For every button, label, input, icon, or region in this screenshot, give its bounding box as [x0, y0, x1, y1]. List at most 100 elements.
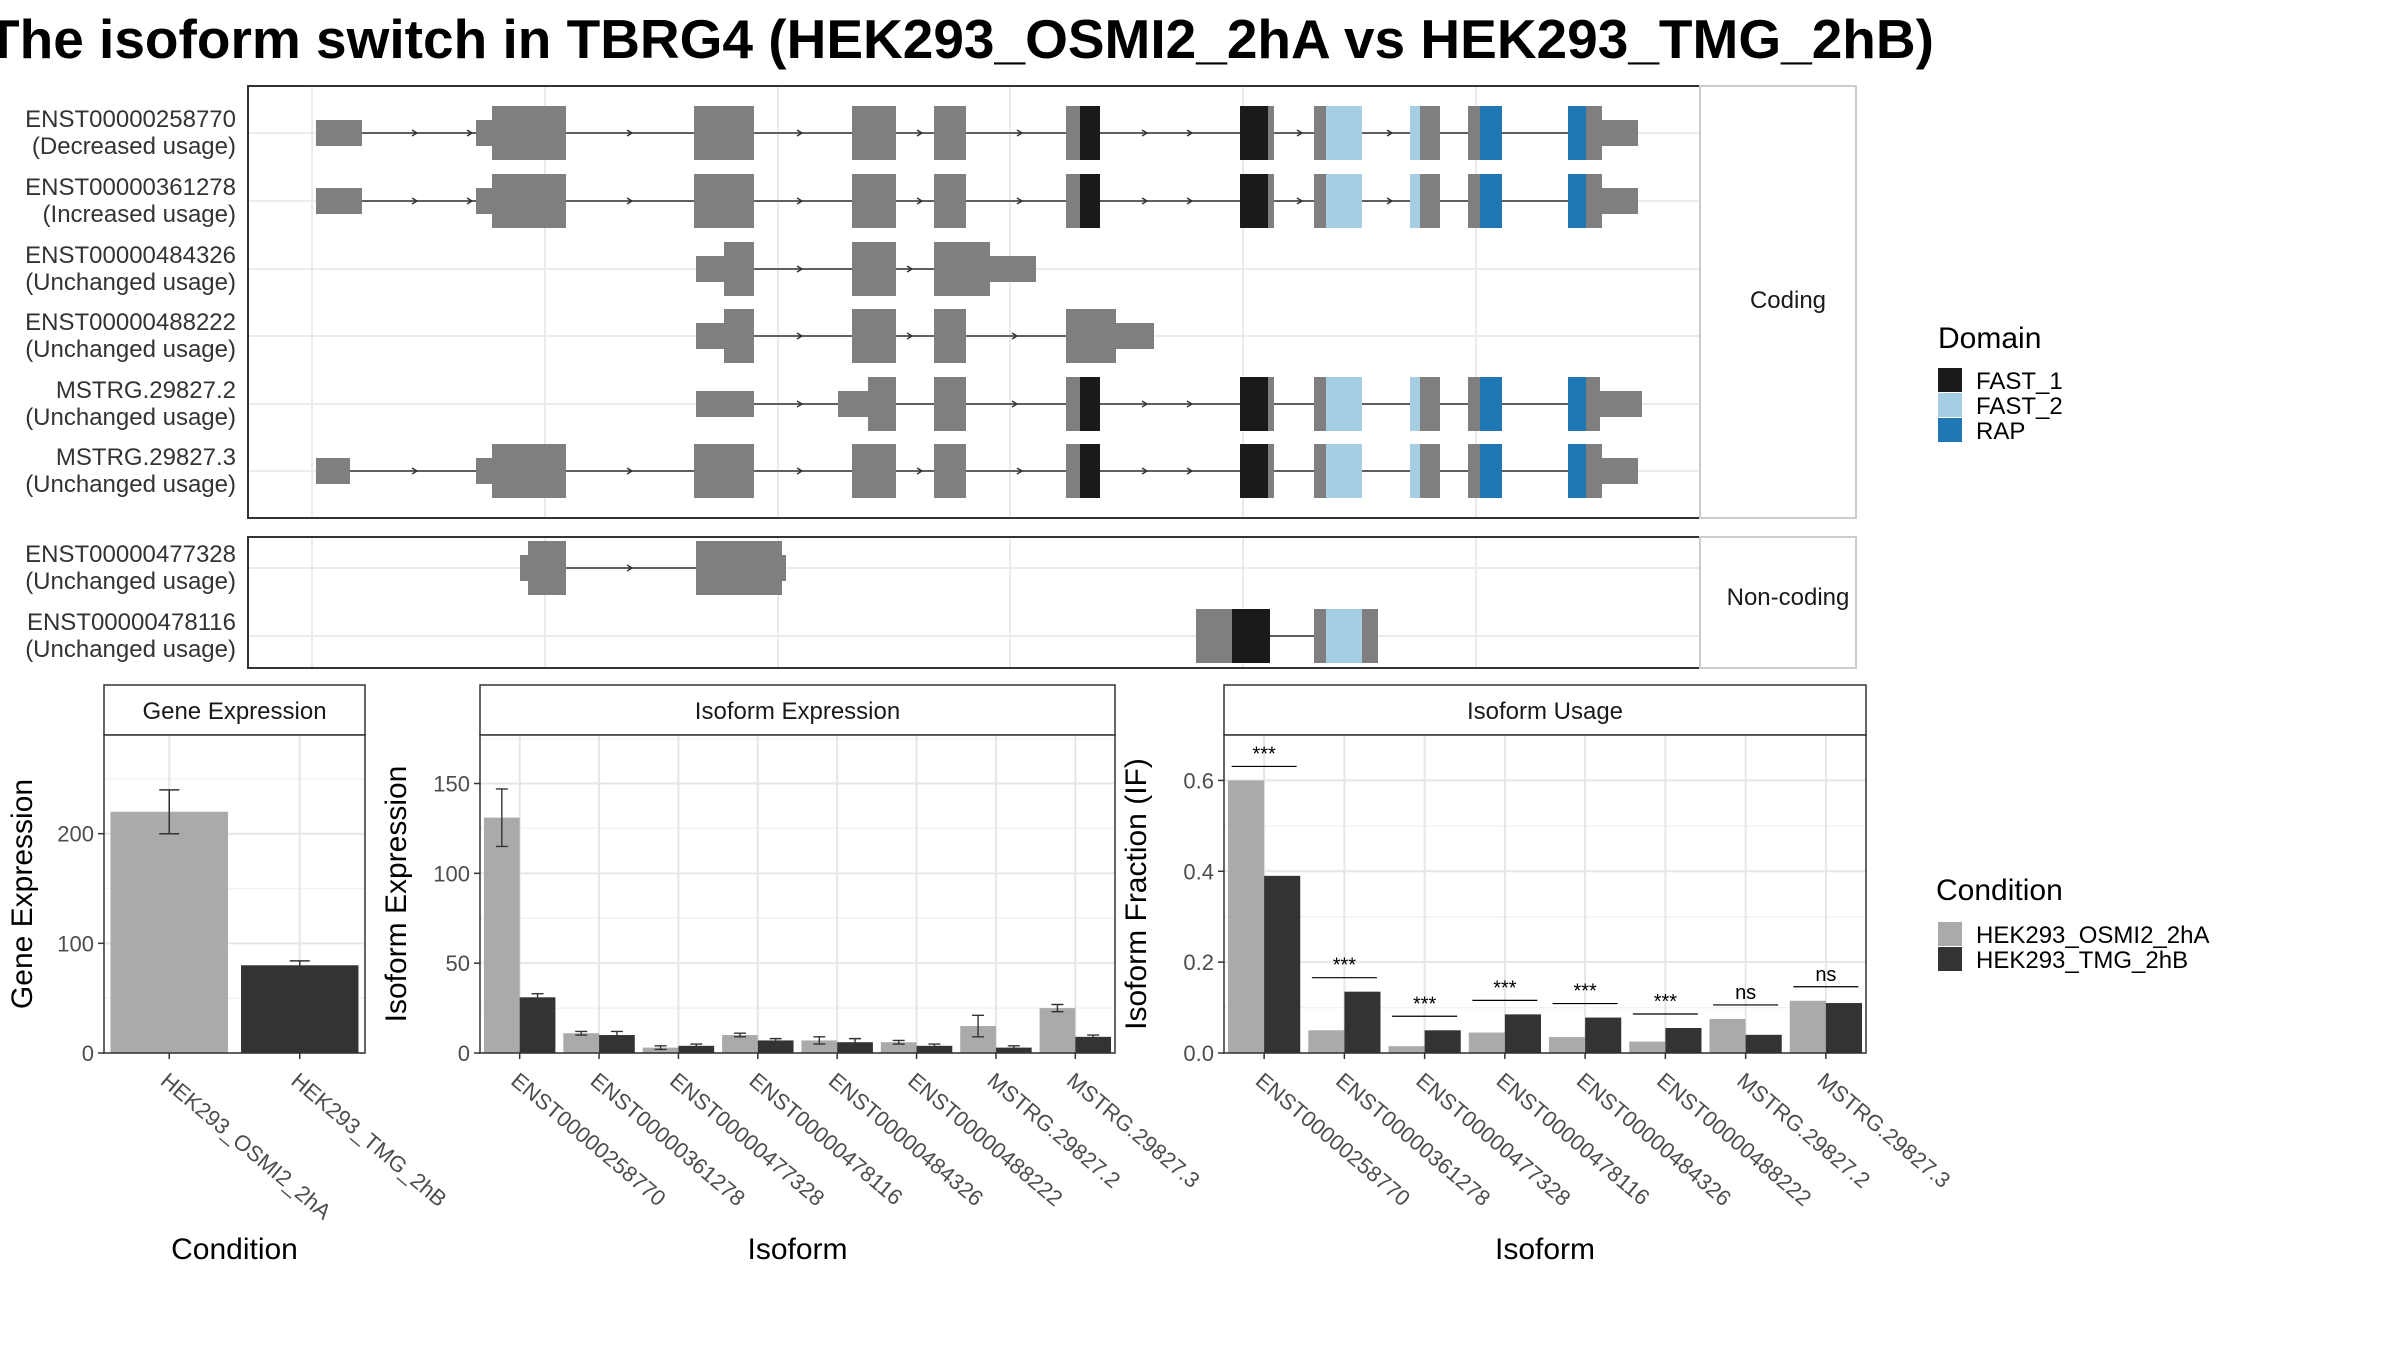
strand-arrow [796, 197, 804, 205]
exon [1314, 444, 1326, 498]
bar-HEK293_OSMI2_2hA-ENST00000478116 [722, 1035, 758, 1053]
bar-HEK293_OSMI2_2hA-ENST00000477328 [642, 1047, 679, 1053]
plot-border [479, 734, 1116, 1054]
y-tick-label: 100 [433, 861, 470, 886]
y-axis-title: Gene Expression [6, 779, 39, 1009]
exon [694, 444, 754, 498]
exon [1066, 309, 1116, 363]
error-bar [813, 1036, 826, 1045]
strand-arrow [1141, 129, 1149, 137]
y-tick-label: 0.6 [1183, 768, 1214, 793]
transcript-usage-label: (Unchanged usage) [25, 404, 236, 431]
exon [1196, 609, 1232, 663]
exon [1066, 444, 1080, 498]
strand-arrow [906, 332, 914, 340]
rap-domain [1480, 174, 1502, 228]
y-tick-label: 150 [433, 772, 470, 797]
error-bar [849, 1037, 862, 1047]
bar-HEK293_OSMI2_2hA-ENST00000477328 [1388, 1046, 1425, 1053]
significance-label: *** [1493, 977, 1517, 999]
exon [1602, 458, 1638, 484]
exon [476, 458, 492, 484]
y-tick-label: 0.0 [1183, 1041, 1214, 1066]
error-bar [654, 1045, 667, 1051]
facet-title: Isoform Expression [695, 698, 900, 725]
bar-HEK293_TMG_2hB-ENST00000478116 [757, 1040, 794, 1053]
exon [1420, 444, 1440, 498]
exon [696, 323, 724, 349]
exon [1420, 106, 1440, 160]
exon [1066, 377, 1080, 431]
fast2-domain [1326, 444, 1362, 498]
y-tick-label: 50 [446, 951, 470, 976]
transcript-id-label: ENST00000484326 [25, 242, 236, 269]
rap-domain [1480, 444, 1502, 498]
facet-strip [103, 684, 366, 736]
domain-legend: Domain FAST_1 FAST_2 RAP [1938, 322, 2063, 445]
transcript-usage-label: (Unchanged usage) [25, 568, 236, 595]
fast2-domain [1410, 106, 1420, 160]
bar-HEK293_TMG_2hB-ENST00000484326 [837, 1042, 873, 1053]
bar-HEK293_TMG_2hB-ENST00000361278 [599, 1035, 635, 1053]
exon [1586, 377, 1600, 431]
bar-HEK293_OSMI2_2hA-MSTRG.29827.2 [1709, 1018, 1746, 1053]
rap-domain [1568, 106, 1586, 160]
exon [1600, 391, 1642, 417]
strand-arrow [916, 129, 924, 137]
condition-b-legend-key [1938, 947, 1962, 971]
transcript-id-label: MSTRG.29827.2 [56, 377, 236, 404]
strand-arrow [1296, 129, 1304, 137]
bar-HEK293_TMG_2hB [241, 965, 359, 1053]
x-tick-label: MSTRG.29827.2 [1732, 1068, 1875, 1193]
fast2-domain [1326, 609, 1362, 663]
bar-HEK293_TMG_2hB-ENST00000477328 [1424, 1030, 1461, 1053]
strand-arrow [1016, 197, 1024, 205]
fast2-domain [1326, 377, 1362, 431]
exon [316, 120, 362, 146]
facet-strip [1223, 684, 1867, 736]
rap-domain [1480, 377, 1502, 431]
exon [1468, 174, 1480, 228]
bar-HEK293_OSMI2_2hA-MSTRG.29827.3 [1789, 1000, 1826, 1053]
strand-arrow [1016, 129, 1024, 137]
exon [852, 242, 896, 296]
strand-arrow [796, 265, 804, 273]
strand-arrow [1011, 400, 1019, 408]
exon [1268, 106, 1274, 160]
exon [1586, 106, 1602, 160]
strand-arrow [906, 265, 914, 273]
strand-arrow [411, 467, 419, 475]
significance-label: ns [1815, 964, 1836, 986]
fast1-domain [1240, 106, 1268, 160]
fast1-legend-label: FAST_1 [1976, 368, 2063, 395]
transcript-id-label: ENST00000478116 [27, 609, 236, 636]
x-axis-title: Isoform [1495, 1233, 1595, 1266]
fast1-domain [1080, 377, 1100, 431]
bar-HEK293_OSMI2_2hA-ENST00000484326 [801, 1040, 838, 1053]
fast2-domain [1410, 444, 1420, 498]
bar-HEK293_OSMI2_2hA-ENST00000258770 [483, 817, 520, 1053]
strand-arrow [916, 467, 924, 475]
bar-HEK293_OSMI2_2hA-MSTRG.29827.3 [1039, 1008, 1076, 1053]
x-tick-label: MSTRG.29827.2 [983, 1068, 1126, 1193]
strand-arrow [1386, 129, 1394, 137]
strand-arrow [1186, 129, 1194, 137]
fast2-legend-key [1938, 393, 1962, 417]
exon [852, 174, 896, 228]
strand-arrow [796, 400, 804, 408]
error-bar [928, 1043, 941, 1049]
exon [1468, 377, 1480, 431]
figure-title: The isoform switch in TBRG4 (HEK293_OSMI… [0, 8, 1934, 70]
strand-arrow [1386, 197, 1394, 205]
condition-b-legend-label: HEK293_TMG_2hB [1976, 947, 2188, 974]
bar-HEK293_TMG_2hB-ENST00000361278 [1344, 991, 1381, 1053]
exon [1268, 377, 1274, 431]
y-axis-title: Isoform Fraction (IF) [1120, 758, 1153, 1030]
strand-arrow [1011, 332, 1019, 340]
facet-title: Isoform Usage [1467, 698, 1623, 725]
transcript-id-label: ENST00000361278 [25, 174, 236, 201]
strand-arrow [626, 129, 634, 137]
exon [852, 444, 896, 498]
fast1-domain [1240, 174, 1268, 228]
coding-transcript-panel [247, 85, 1857, 519]
